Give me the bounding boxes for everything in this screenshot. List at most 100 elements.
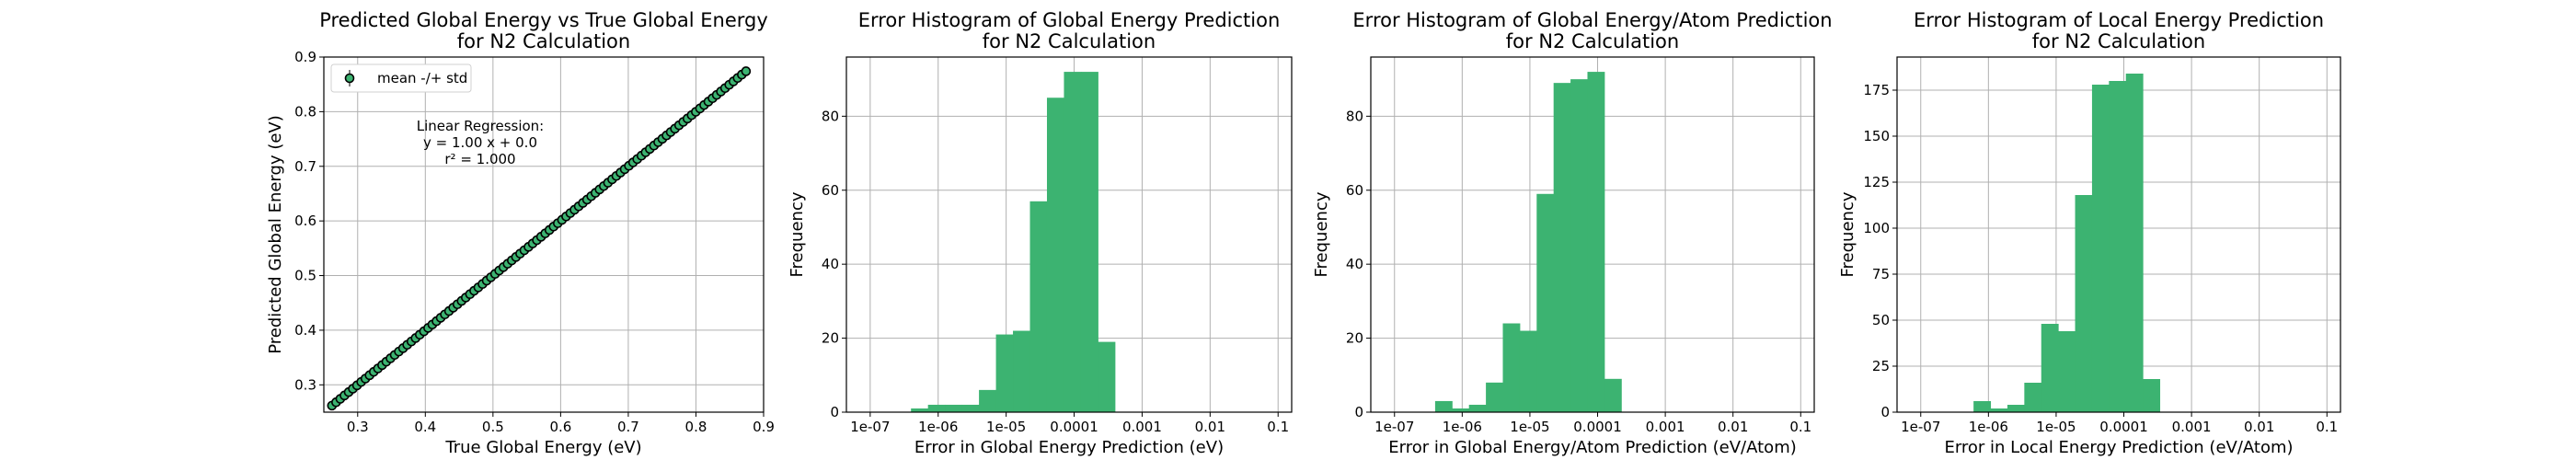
histogram-bar	[927, 404, 946, 412]
x-tick-label: 0.3	[347, 419, 369, 435]
histogram-bar	[1029, 201, 1048, 412]
histogram-bar	[2058, 331, 2076, 412]
histogram-bar	[1502, 323, 1521, 412]
y-tick-label: 40	[1346, 256, 1363, 272]
histogram-bar	[1536, 193, 1555, 412]
x-tick-label: 0.01	[2244, 419, 2274, 435]
x-tick-label: 0.01	[1195, 419, 1225, 435]
histogram-bar	[1519, 330, 1537, 412]
x-tick-label: 1e-05	[1510, 419, 1549, 435]
histogram-bar	[2075, 195, 2093, 412]
y-tick-label: 0.4	[294, 322, 316, 339]
chart-title-line: Error Histogram of Local Energy Predicti…	[1914, 9, 2324, 31]
y-tick-label: 125	[1863, 174, 1890, 190]
x-tick-label: 0.5	[482, 419, 504, 435]
legend: mean -/+ std	[330, 63, 472, 93]
x-tick-label: 0.001	[1122, 419, 1162, 435]
chart-4: 1e-07 1e-06 1e-05 0.0001 0.001 0.01 0.1 0 25 50 75…	[1838, 9, 2341, 457]
histogram-bar	[2143, 379, 2161, 412]
axes-frame	[1896, 56, 2341, 413]
histogram-bar	[945, 404, 963, 412]
histogram-bar	[1486, 382, 1503, 412]
y-axis-label: Predicted Global Energy (eV)	[266, 115, 285, 354]
chart-3: 1e-07 1e-06 1e-05 0.0001 0.001 0.01 0.1 0 20 40 60…	[1312, 9, 1833, 457]
histogram-bar	[2007, 405, 2025, 412]
histogram-bar	[1604, 378, 1622, 412]
y-tick-label: 80	[1346, 108, 1363, 124]
x-tick-label: 1e-07	[1374, 419, 1414, 435]
x-tick-label: 0.01	[1718, 419, 1748, 435]
x-tick-label: 0.9	[753, 419, 775, 435]
histogram-bar	[1587, 72, 1605, 412]
histogram-bar	[1468, 404, 1487, 412]
x-tick-label: 1e-07	[1901, 419, 1940, 435]
x-tick-label: 0.0001	[1573, 419, 1622, 435]
histogram-bar	[1098, 341, 1116, 412]
axes-frame	[323, 56, 765, 413]
histogram-bar	[1452, 408, 1470, 412]
y-tick-label: 0	[1354, 404, 1363, 420]
axes-frame	[1370, 56, 1815, 413]
x-tick-label: 0.0001	[1050, 419, 1098, 435]
axes-frame	[845, 56, 1293, 413]
y-tick-label: 100	[1863, 220, 1890, 236]
histogram-bar	[1064, 72, 1082, 412]
y-tick-label: 0	[830, 404, 839, 420]
x-tick-label: 0.001	[2172, 419, 2212, 435]
y-tick-label: 20	[822, 330, 839, 347]
histogram-bar	[2109, 81, 2127, 412]
chart-title-line: Error Histogram of Global Energy Predict…	[858, 9, 1281, 31]
y-tick-label: 0.7	[294, 158, 316, 175]
x-tick-label: 0.4	[414, 419, 436, 435]
y-axis-label: Frequency	[788, 191, 807, 277]
x-tick-label: 0.1	[1789, 419, 1811, 435]
y-tick-label: 75	[1872, 266, 1890, 282]
histogram-bar	[1973, 401, 1992, 412]
chart-title-line: for N2 Calculation	[1506, 30, 1679, 52]
histogram-bar	[1570, 79, 1588, 412]
data-point	[741, 66, 752, 76]
histogram-bar	[1553, 83, 1571, 412]
y-tick-label: 150	[1863, 128, 1890, 144]
x-tick-label: 0.1	[1267, 419, 1289, 435]
y-tick-label: 0.8	[294, 103, 316, 120]
chart-1: mean -/+ std Linear Regression:y = 1.00 x…	[266, 9, 775, 457]
chart-title-line: for N2 Calculation	[983, 30, 1156, 52]
x-tick-label: 1e-05	[2036, 419, 2076, 435]
legend-marker	[344, 73, 355, 84]
histogram-bar	[2041, 324, 2059, 412]
x-tick-label: 0.1	[2316, 419, 2338, 435]
y-tick-label: 60	[1346, 182, 1363, 199]
x-tick-label: 0.0001	[2099, 419, 2148, 435]
x-tick-label: 1e-07	[850, 419, 890, 435]
x-tick-label: 1e-05	[986, 419, 1026, 435]
x-tick-label: 0.7	[617, 419, 639, 435]
histogram-bar	[1990, 408, 2008, 412]
y-tick-label: 0	[1880, 404, 1890, 420]
y-tick-label: 50	[1872, 312, 1890, 328]
regression-annotation-line: Linear Regression:	[417, 118, 545, 134]
y-tick-label: 60	[822, 182, 839, 199]
x-axis-label: Error in Global Energy/Atom Prediction (…	[1388, 438, 1797, 457]
y-tick-label: 40	[822, 256, 839, 272]
chart-title-line: for N2 Calculation	[2032, 30, 2205, 52]
histogram-bar	[995, 334, 1014, 412]
y-tick-label: 80	[822, 108, 839, 124]
y-tick-label: 0.5	[294, 268, 316, 284]
x-axis-label: True Global Energy (eV)	[444, 438, 641, 457]
y-tick-label: 175	[1863, 82, 1890, 98]
x-tick-label: 1e-06	[918, 419, 958, 435]
histogram-bar	[2091, 85, 2110, 412]
histogram-bar	[911, 408, 929, 412]
y-tick-label: 25	[1872, 358, 1890, 374]
histogram-bar	[1080, 72, 1098, 412]
x-axis-label: Error in Global Energy Prediction (eV)	[914, 438, 1224, 457]
y-tick-label: 20	[1346, 330, 1363, 347]
chart-2: 1e-07 1e-06 1e-05 0.0001 0.001 0.01 0.1 0 20 40 60…	[788, 9, 1293, 457]
chart-title-line: for N2 Calculation	[457, 30, 630, 52]
x-axis-label: Error in Local Energy Prediction (eV/Ato…	[1944, 438, 2293, 457]
histogram-bar	[1434, 400, 1453, 412]
y-axis-label: Frequency	[1838, 191, 1857, 277]
y-tick-label: 0.3	[294, 376, 316, 393]
x-tick-label: 0.8	[685, 419, 707, 435]
